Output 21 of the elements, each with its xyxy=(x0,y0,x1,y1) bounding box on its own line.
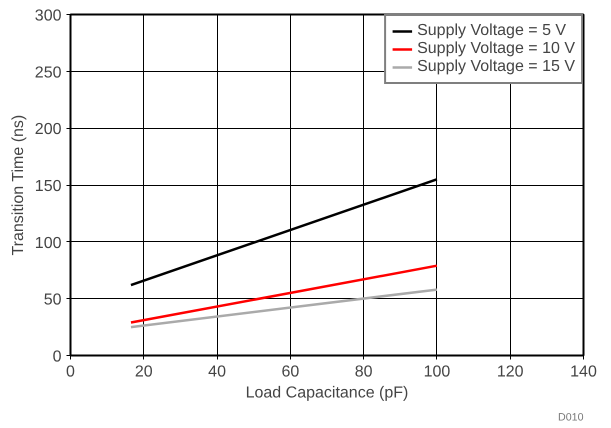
x-tick-label: 60 xyxy=(281,364,300,380)
text: D010 xyxy=(558,412,584,424)
x-axis-title: Load Capacitance (pF) xyxy=(246,384,408,402)
y-tick-label: 100 xyxy=(34,234,62,252)
x-tick-label: 20 xyxy=(134,364,153,380)
x-tick-label: 80 xyxy=(354,364,373,380)
y-tick-label: 50 xyxy=(44,292,62,309)
x-tick-label: 100 xyxy=(424,364,450,380)
x-tick-label: 120 xyxy=(496,364,524,380)
y-tick-label: 0 xyxy=(52,348,62,366)
y-axis-title: Transition Time (ns) xyxy=(10,114,27,256)
y-tick-label: 300 xyxy=(34,8,62,24)
y-tick-label: 250 xyxy=(34,64,62,82)
x-tick-label: 140 xyxy=(570,364,597,380)
legend-label: Supply Voltage = 5 V xyxy=(417,22,566,40)
y-tick-label: 150 xyxy=(34,178,62,195)
y-tick-label: 200 xyxy=(34,121,62,138)
legend-label: Supply Voltage = 10 V xyxy=(417,40,575,58)
x-tick-label: 0 xyxy=(66,364,76,380)
legend-label: Supply Voltage = 15 V xyxy=(417,58,575,76)
x-tick-label: 40 xyxy=(208,364,226,380)
